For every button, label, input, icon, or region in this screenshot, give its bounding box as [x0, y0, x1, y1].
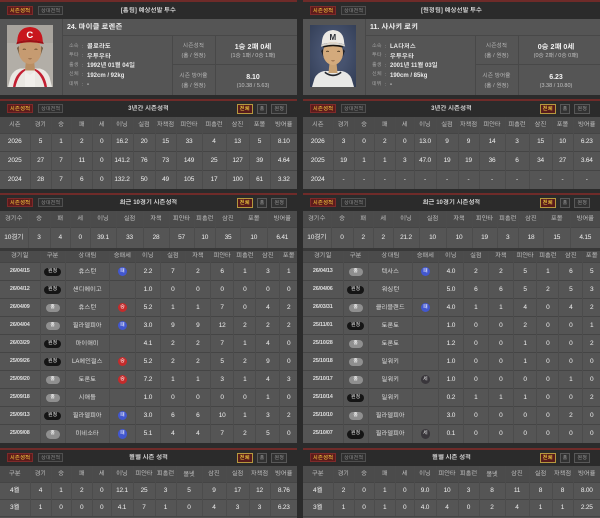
- svg-text:C: C: [26, 30, 33, 40]
- svg-text:M: M: [329, 34, 336, 42]
